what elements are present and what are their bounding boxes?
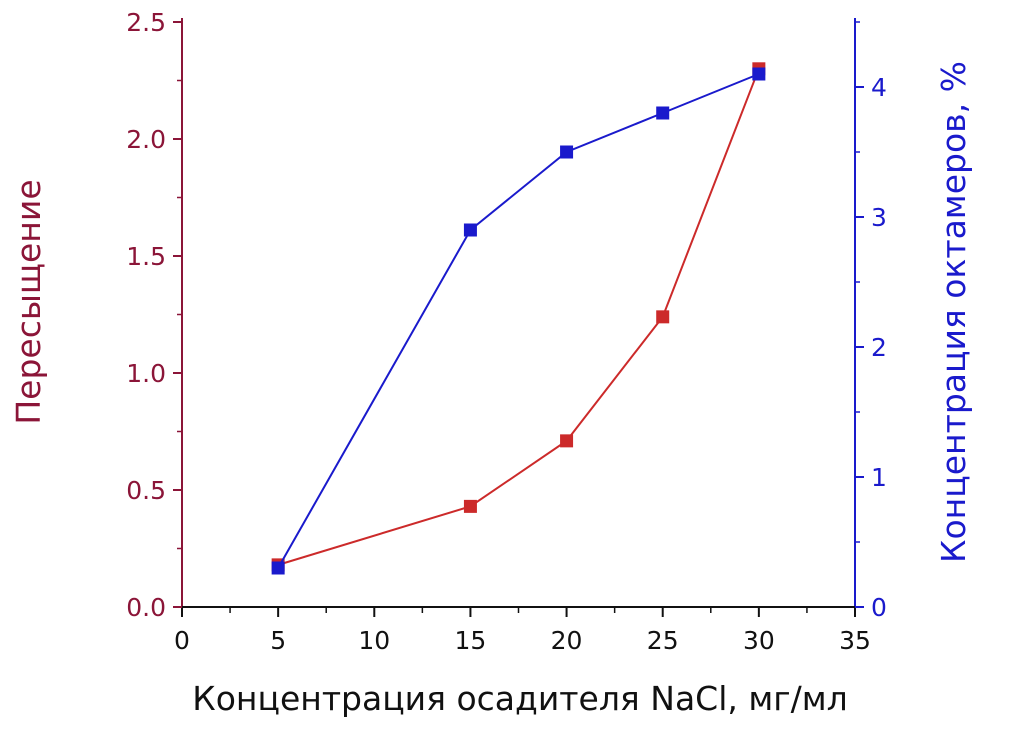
series-layer [271,62,766,575]
left-tick-label: 2.5 [126,8,166,37]
right-axis-title: Концентрация октамеров, % [934,61,973,563]
right-tick-label: 4 [871,73,887,102]
series-line-left [277,68,760,566]
left-tick-label: 2.0 [126,125,166,154]
ticks: 0 5 10 15 20 25 30 35 0.0 0.5 1.0 1.5 2.0 2.5 0 1 2 3 4 [126,8,887,655]
x-tick-label: 5 [270,626,286,655]
x-tick-label: 35 [839,626,871,655]
data-point-left [560,434,574,448]
x-tick-label: 10 [358,626,390,655]
data-point-left [463,499,477,513]
left-tick-label: 1.5 [126,242,166,271]
right-tick-label: 0 [871,593,887,622]
data-point-right [656,106,670,120]
x-tick-label: 15 [455,626,487,655]
x-axis-title: Концентрация осадителя NaCl, мг/мл [192,679,847,718]
left-tick-label: 0.5 [126,476,166,505]
x-tick-label: 0 [174,626,190,655]
right-tick-label: 3 [871,203,887,232]
data-point-right [560,145,574,159]
left-axis-title: Пересыщение [9,179,48,424]
right-tick-label: 2 [871,333,887,362]
left-tick-label: 1.0 [126,359,166,388]
data-point-left [656,310,670,324]
series-line-right [277,73,760,569]
data-point-right [271,561,285,575]
x-tick-label: 30 [743,626,775,655]
left-tick-label: 0.0 [126,593,166,622]
data-point-right [463,223,477,237]
data-point-right [752,67,766,81]
right-tick-label: 1 [871,463,887,492]
axes [181,18,856,608]
x-tick-label: 20 [551,626,583,655]
x-tick-label: 25 [647,626,679,655]
